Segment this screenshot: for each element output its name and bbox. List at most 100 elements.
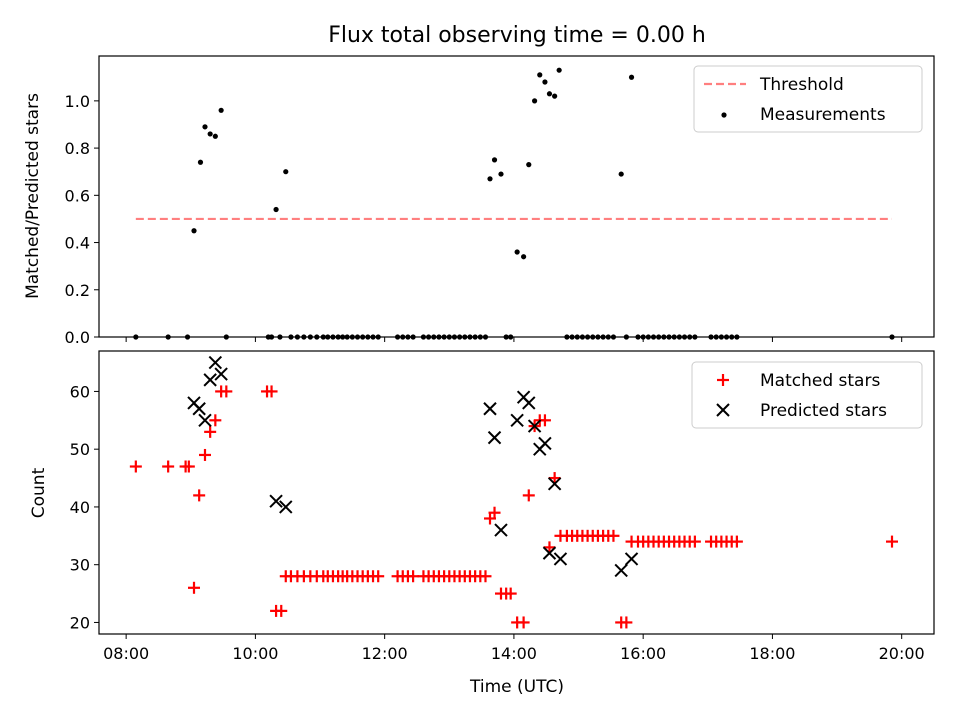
matched-star-point (620, 616, 633, 629)
predicted-star-point (483, 402, 497, 416)
legend-measurements-label: Measurements (760, 105, 886, 125)
measurement-point (552, 93, 558, 99)
top-y-axis-label: Matched/Predicted stars (23, 93, 43, 299)
matched-star-point (209, 414, 222, 427)
top-legend-box (693, 65, 923, 133)
bottom-legend: Matched stars Predicted stars (691, 361, 923, 429)
x-axis-label: Time (UTC) (469, 677, 564, 697)
matched-star-point (885, 535, 898, 548)
bottom-y-tick-label: 40 (70, 498, 90, 517)
predicted-star-point (279, 500, 293, 514)
x-tick-label: 14:00 (491, 644, 537, 663)
predicted-star-point (522, 396, 536, 410)
measurement-point (526, 162, 532, 168)
top-y-tick-label: 0.2 (65, 281, 90, 300)
top-ticks: 0.0 0.2 0.4 0.6 0.8 1.0 (65, 92, 903, 347)
measurement-point (498, 171, 504, 177)
predicted-star-point (214, 367, 228, 381)
measurement-point (537, 72, 543, 78)
bottom-axes-frame (98, 350, 935, 635)
predicted-star-point (614, 563, 628, 578)
bottom-y-tick-label: 60 (70, 382, 90, 401)
predicted-star-point (527, 419, 542, 433)
count-panel: Count Time (UTC) 20 30 40 50 60 08:00 10:00 12:… (29, 350, 935, 697)
predicted-star-point (192, 402, 206, 416)
measurement-point (283, 169, 289, 175)
top-legend: Threshold Measurements (693, 65, 923, 133)
measurement-point (628, 74, 635, 80)
legend-predicted-label: Predicted stars (760, 401, 887, 421)
predicted-star-point (510, 413, 524, 428)
matched-star-point (188, 581, 201, 594)
matched-star-point (193, 489, 206, 502)
predicted-star-point (547, 477, 562, 491)
matched-star-point (607, 529, 620, 542)
x-tick-label: 16:00 (620, 644, 666, 663)
measurement-point (618, 171, 624, 177)
measurement-point (212, 133, 218, 139)
chart-title: Flux total observing time = 0.00 h (328, 23, 706, 48)
matched-star-point (688, 535, 701, 548)
bottom-y-tick-label: 20 (70, 613, 90, 632)
measurement-point (531, 98, 538, 104)
predicted-star-point (487, 430, 502, 445)
top-y-tick-label: 1.0 (65, 92, 90, 111)
measurement-point (556, 67, 562, 73)
bottom-ticks: 20 30 40 50 60 08:00 10:00 12:00 14:00 16:00 18:00… (70, 382, 925, 663)
bottom-legend-box (691, 361, 923, 429)
measurement-point (191, 228, 197, 234)
matched-star-point (162, 460, 175, 473)
measurement-point (546, 91, 553, 97)
matched-star-point (220, 385, 233, 398)
matched-star-point (407, 570, 420, 583)
matched-star-point (198, 448, 211, 461)
top-y-tick-label: 0.6 (65, 186, 90, 205)
predicted-star-point (203, 373, 217, 387)
matched-star-point (548, 472, 561, 485)
bottom-plot-area (129, 355, 898, 629)
measurement-point (202, 124, 208, 130)
measurement-point (207, 131, 213, 137)
x-tick-label: 12:00 (362, 644, 408, 663)
matched-star-point (538, 414, 551, 427)
measurement-point (197, 159, 204, 165)
matched-star-point (182, 460, 195, 473)
matched-star-point (517, 616, 530, 629)
measurement-point (542, 79, 548, 85)
legend-measurements-marker (721, 112, 727, 118)
x-tick-label: 10:00 (232, 644, 278, 663)
matched-star-point (543, 541, 556, 554)
matched-star-point (265, 385, 278, 398)
bottom-y-tick-label: 30 (70, 556, 90, 575)
top-y-tick-label: 0.0 (65, 328, 90, 347)
predicted-star-point (208, 355, 223, 370)
measurement-point (514, 249, 520, 255)
matched-star-point (479, 570, 492, 583)
matched-star-point (730, 535, 743, 548)
predicted-star-point (542, 546, 557, 560)
matched-star-point (488, 506, 501, 519)
matched-star-point (504, 587, 517, 600)
legend-matched-label: Matched stars (760, 371, 880, 391)
matched-star-point (129, 460, 142, 473)
x-tick-label: 18:00 (749, 644, 795, 663)
predicted-star-point (538, 436, 552, 451)
predicted-star-point (553, 552, 568, 566)
matched-star-point (275, 604, 288, 617)
x-tick-label: 20:00 (879, 644, 925, 663)
bottom-y-axis-label: Count (29, 467, 49, 518)
top-axes-frame (98, 55, 935, 338)
legend-matched-marker (717, 374, 729, 386)
predicted-star-point (198, 413, 212, 428)
bottom-y-tick-label: 50 (70, 440, 90, 459)
x-tick-label: 08:00 (103, 644, 149, 663)
predicted-star-point (269, 494, 283, 508)
measurement-point (487, 176, 493, 182)
ratio-panel: Flux total observing time = 0.00 h Match… (23, 23, 935, 347)
matched-star-point (372, 570, 385, 583)
legend-threshold-label: Threshold (759, 75, 844, 95)
measurement-point (491, 157, 498, 163)
legend-predicted-marker (716, 403, 730, 417)
predicted-star-point (624, 552, 639, 566)
